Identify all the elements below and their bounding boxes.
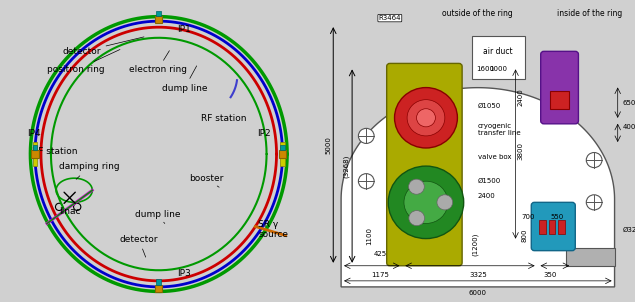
Bar <box>539 220 546 234</box>
Bar <box>280 142 285 166</box>
Text: 350: 350 <box>544 272 557 278</box>
Text: IP1: IP1 <box>177 25 190 34</box>
Text: dump line: dump line <box>135 210 180 223</box>
Text: inside of the ring: inside of the ring <box>557 9 622 18</box>
Text: detector: detector <box>62 37 144 56</box>
Text: 1000: 1000 <box>490 66 507 72</box>
Text: 1600: 1600 <box>477 66 495 72</box>
Text: Ø1500: Ø1500 <box>478 178 501 184</box>
Text: 5000: 5000 <box>326 136 331 154</box>
Text: SR γ
source: SR γ source <box>258 220 288 239</box>
Text: positron ring: positron ring <box>47 50 120 75</box>
Circle shape <box>394 88 457 148</box>
Text: 3800: 3800 <box>517 142 523 160</box>
Text: Ø325: Ø325 <box>622 226 635 233</box>
Text: air duct: air duct <box>483 47 513 56</box>
FancyBboxPatch shape <box>387 63 462 266</box>
Text: 1100: 1100 <box>366 226 373 245</box>
Text: cryogenic
transfer line: cryogenic transfer line <box>478 123 521 137</box>
Text: 400: 400 <box>622 124 635 130</box>
Text: Ø1050: Ø1050 <box>478 103 501 109</box>
FancyBboxPatch shape <box>531 202 575 251</box>
Text: 2400: 2400 <box>517 88 523 105</box>
Text: RF station: RF station <box>201 114 246 123</box>
Text: (1200): (1200) <box>472 233 478 256</box>
Circle shape <box>409 210 425 226</box>
Bar <box>31 150 39 158</box>
Text: linac: linac <box>59 207 81 217</box>
Circle shape <box>404 181 448 223</box>
Circle shape <box>437 195 453 210</box>
Text: 6000: 6000 <box>469 290 487 296</box>
FancyBboxPatch shape <box>540 51 578 124</box>
Text: IP2: IP2 <box>257 129 271 138</box>
Text: dump line: dump line <box>162 66 207 93</box>
Text: IP3: IP3 <box>177 269 190 278</box>
Text: electron ring: electron ring <box>128 51 187 75</box>
Circle shape <box>417 109 436 127</box>
Text: 2400: 2400 <box>478 193 495 199</box>
Bar <box>549 220 556 234</box>
Bar <box>155 16 163 23</box>
Text: outside of the ring: outside of the ring <box>443 9 513 18</box>
Circle shape <box>388 166 464 239</box>
Text: RF station: RF station <box>32 147 77 156</box>
Text: IP4: IP4 <box>27 129 41 138</box>
Bar <box>32 142 37 166</box>
Bar <box>550 91 569 109</box>
Text: booster: booster <box>189 174 224 187</box>
Polygon shape <box>566 248 615 266</box>
Text: 3325: 3325 <box>469 272 486 278</box>
Circle shape <box>586 195 602 210</box>
Bar <box>558 220 565 234</box>
Text: 700: 700 <box>522 214 535 220</box>
Text: R3464: R3464 <box>378 15 401 21</box>
Text: 650: 650 <box>622 100 635 106</box>
Text: 800: 800 <box>522 229 528 242</box>
Text: detector: detector <box>119 235 158 257</box>
Bar <box>472 36 525 79</box>
Circle shape <box>586 153 602 168</box>
Bar <box>32 145 37 150</box>
Circle shape <box>358 128 374 143</box>
Text: 550: 550 <box>550 214 563 220</box>
Text: valve box: valve box <box>478 154 511 160</box>
Text: (3268): (3268) <box>342 154 349 178</box>
Bar <box>280 145 285 150</box>
Circle shape <box>358 174 374 189</box>
Text: damping ring: damping ring <box>59 162 120 179</box>
Bar <box>156 279 161 285</box>
Polygon shape <box>341 88 615 287</box>
Text: 425: 425 <box>374 251 387 257</box>
Bar <box>279 150 286 158</box>
Circle shape <box>408 179 424 194</box>
Circle shape <box>407 100 445 136</box>
Text: 1175: 1175 <box>371 272 389 278</box>
Bar <box>155 285 163 292</box>
Bar <box>156 11 161 16</box>
